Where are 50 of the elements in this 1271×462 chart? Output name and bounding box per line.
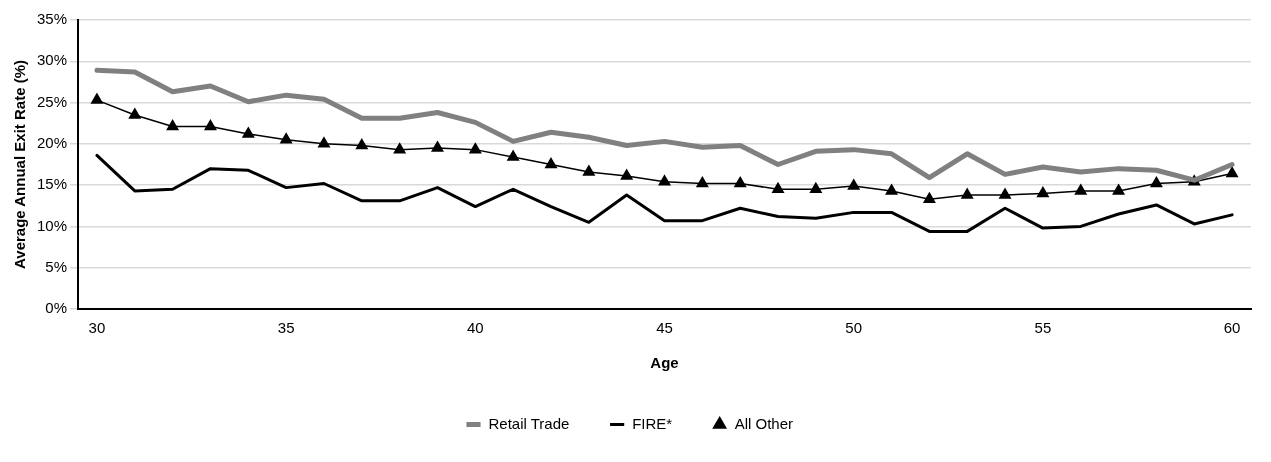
y-tick-label: 5%: [45, 257, 68, 275]
legend-label: Retail Trade: [488, 414, 570, 432]
point: [545, 157, 557, 169]
point: [1150, 176, 1163, 188]
point: [847, 179, 860, 190]
point: [431, 141, 444, 152]
point: [809, 182, 822, 194]
point: [999, 188, 1011, 199]
point: [1074, 184, 1087, 195]
point: [91, 93, 103, 104]
point: [280, 132, 293, 144]
x-tick-label: 40: [466, 319, 484, 337]
y-tick-label: 30%: [36, 51, 68, 69]
point: [128, 108, 141, 119]
point: [355, 138, 368, 150]
x-tick-label: 45: [656, 319, 673, 337]
y-axis-title: Average Annual Exit Rate (%): [11, 60, 29, 269]
point: [885, 184, 898, 195]
point: [204, 119, 217, 131]
x-tick-label: 35: [277, 319, 295, 337]
point: [658, 175, 671, 186]
point: [1112, 184, 1125, 195]
y-tick-label: 0%: [45, 299, 68, 317]
y-tick-label: 20%: [36, 134, 68, 151]
legend-label: All Other: [734, 414, 794, 432]
y-tick-label: 15%: [36, 175, 68, 193]
point: [734, 176, 747, 188]
x-tick-label: 30: [88, 319, 106, 337]
point: [961, 188, 974, 199]
y-tick-label: 10%: [36, 216, 68, 234]
point: [166, 119, 179, 131]
y-tick-label: 25%: [36, 92, 68, 110]
x-axis-title: Age: [650, 354, 679, 372]
point: [582, 165, 595, 176]
x-tick-label: 60: [1223, 319, 1241, 337]
point: [923, 192, 936, 203]
point: [1226, 166, 1239, 178]
x-tick-label: 50: [845, 319, 863, 337]
point: [1036, 186, 1049, 198]
point: [242, 127, 255, 138]
x-tick-label: 55: [1034, 319, 1052, 337]
point: [507, 150, 520, 161]
point: [620, 169, 633, 180]
point: [696, 176, 709, 188]
point: [772, 182, 784, 194]
legend-label: FIRE*: [632, 414, 673, 432]
point: [318, 137, 330, 148]
point: [469, 142, 482, 154]
y-tick-label: 35%: [36, 10, 68, 28]
point: [393, 142, 406, 154]
